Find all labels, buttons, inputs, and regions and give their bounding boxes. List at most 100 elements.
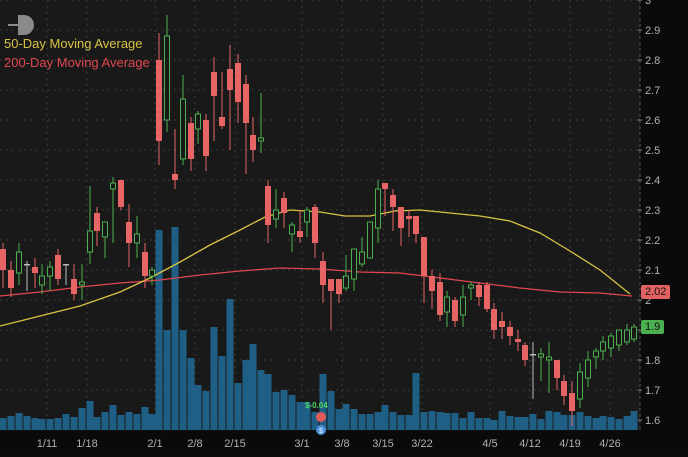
volume-bar [226, 299, 234, 430]
candle-body-up [359, 251, 365, 265]
candle-body-down [328, 279, 334, 291]
volume-bar [0, 418, 7, 430]
y-tick-label: 1.8 [645, 355, 660, 367]
candle-body-up [102, 221, 108, 238]
x-tick-label: 4/12 [519, 438, 540, 450]
candle-body-down [55, 255, 61, 279]
candle-body-down [398, 207, 404, 228]
volume-bar [194, 385, 202, 430]
x-tick-label: 4/19 [559, 438, 580, 450]
candle-body-down [8, 270, 14, 288]
candle-body-down [515, 339, 521, 342]
volume-bar [7, 416, 15, 430]
candle-body-down [336, 279, 342, 294]
candle-body-down [24, 264, 30, 266]
candle-body-down [390, 195, 396, 207]
y-tick-label: 2.4 [645, 175, 660, 187]
candle-body-down [484, 285, 490, 309]
volume-bar [70, 417, 78, 430]
x-tick-label: 2/8 [187, 438, 202, 450]
candle-body-up [195, 113, 201, 130]
candle-body-up [375, 188, 381, 229]
y-tick-label: 2.9 [645, 25, 660, 37]
candle-body-down [507, 327, 513, 336]
y-tick-label: 2.5 [645, 145, 660, 157]
volume-bar [630, 411, 638, 430]
candle-body-down [219, 117, 225, 126]
dividend-icon[interactable] [316, 425, 326, 435]
volume-bar [187, 358, 195, 430]
candle-body-down [142, 252, 148, 276]
volume-bar [38, 419, 46, 430]
candle-body-down [476, 285, 482, 297]
x-tick-label: 1/18 [76, 438, 97, 450]
y-tick-label: 2.2 [645, 235, 660, 247]
candle-body-down [491, 309, 497, 330]
volume-bar [133, 414, 141, 430]
candle-body-up [47, 266, 53, 277]
volume-bar [467, 412, 475, 430]
candle-body-down [382, 183, 388, 189]
candle-body-up [39, 275, 45, 286]
candle-body-down [188, 123, 194, 159]
volume-bar [171, 227, 179, 430]
earnings-icon[interactable] [316, 412, 326, 422]
candle-body-down [530, 354, 536, 356]
candle-body-down [94, 213, 100, 231]
x-tick-label: 2/15 [224, 438, 245, 450]
volume-bar [397, 415, 405, 430]
candle-body-down [172, 174, 178, 180]
volume-bar [412, 373, 420, 430]
event-markers[interactable]: $-0.04 $ [305, 401, 328, 435]
y-tick-label: 3 [645, 0, 651, 7]
volume-bar [141, 407, 149, 430]
volume-bar [498, 411, 506, 430]
candle-body-down [71, 279, 77, 294]
y-tick-label: 2.8 [645, 55, 660, 67]
price-axis[interactable]: 32.92.82.72.62.52.42.32.22.121.91.81.71.… [638, 0, 660, 430]
volume-bar [288, 395, 296, 430]
x-tick-label: 3/1 [294, 438, 309, 450]
candle-body-down [126, 222, 132, 243]
volume-bar [125, 412, 133, 430]
candle-body-down [211, 72, 217, 96]
y-tick-label: 2.3 [645, 205, 660, 217]
volume-bar [342, 404, 350, 430]
volume-bar [537, 419, 545, 430]
volume-bar [592, 418, 600, 430]
volume-bar [366, 414, 374, 430]
volume-bar [327, 391, 335, 430]
candle-body-down [250, 135, 256, 150]
volume-bar [623, 416, 631, 430]
volume-bar [506, 416, 514, 430]
candle-body-down [320, 261, 326, 285]
x-tick-label: 4/26 [599, 438, 620, 450]
volume-bar [405, 415, 413, 430]
volume-bar [264, 374, 272, 430]
candle-body-down [499, 321, 505, 327]
volume-bar [615, 419, 623, 430]
volume-bar [475, 418, 483, 430]
volume-bar [576, 412, 584, 430]
volume-bar [381, 405, 389, 430]
logo-icon [8, 15, 34, 35]
candle-body-down [429, 276, 435, 291]
volume-bar [459, 418, 467, 430]
candle-body-down [554, 360, 560, 378]
candle-body-down [265, 186, 271, 225]
y-tick-label: 2.7 [645, 85, 660, 97]
candle-body-up [134, 233, 140, 244]
candle-body-up [16, 251, 22, 274]
candle-body-down [235, 63, 241, 102]
volume-bar [529, 414, 537, 430]
volume-bar [545, 411, 553, 430]
candle-body-up [180, 98, 186, 160]
candle-body-up [616, 329, 622, 346]
volume-bar [249, 344, 257, 430]
volume-bar [54, 418, 62, 430]
volume-bar [280, 390, 288, 430]
candle-body-up [258, 137, 264, 142]
date-axis[interactable]: 1/11 1/18 2/1 2/8 2/15 3/1 3/8 3/15 3/22 4/5 4/12 4… [37, 438, 621, 450]
